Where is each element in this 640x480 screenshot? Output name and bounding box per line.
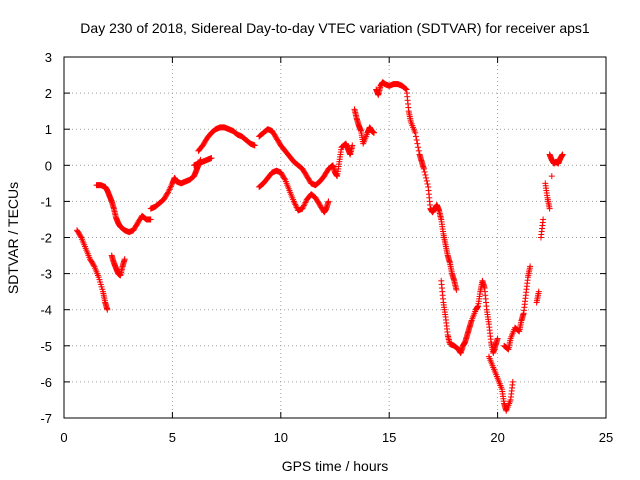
- x-tick-label: 20: [490, 430, 504, 445]
- x-tick-label: 10: [274, 430, 288, 445]
- y-tick-label: -7: [40, 411, 52, 426]
- y-tick-label: 1: [45, 122, 52, 137]
- y-tick-label: -4: [40, 303, 52, 318]
- data-point: [546, 205, 553, 212]
- y-tick-label: 2: [45, 86, 52, 101]
- data-point: [420, 165, 427, 172]
- data-point: [414, 140, 421, 147]
- data-point: [77, 233, 84, 240]
- data-point: [415, 147, 422, 154]
- y-tick-label: 3: [45, 50, 52, 65]
- plot-frame: [63, 56, 607, 419]
- data-point: [515, 327, 522, 334]
- data-point: [412, 133, 419, 140]
- y-tick-label: -3: [40, 267, 52, 282]
- data-point: [548, 173, 555, 180]
- data-point: [494, 335, 501, 342]
- data-point: [423, 177, 430, 184]
- data-point: [504, 345, 511, 352]
- data-point: [90, 262, 97, 269]
- data-point: [251, 142, 258, 149]
- y-tick-label: -5: [40, 339, 52, 354]
- data-point: [540, 216, 547, 223]
- data-point: [402, 85, 409, 92]
- data-point: [422, 171, 429, 178]
- data-point: [423, 174, 430, 181]
- data-point: [527, 263, 534, 270]
- y-tick-label: 0: [45, 158, 52, 173]
- x-tick-label: 0: [60, 430, 67, 445]
- y-tick-label: -6: [40, 375, 52, 390]
- data-point: [147, 216, 154, 223]
- chart-title: Day 230 of 2018, Sidereal Day-to-day VTE…: [80, 20, 590, 36]
- x-tick-label: 15: [382, 430, 396, 445]
- data-point: [164, 190, 171, 197]
- grid: [64, 57, 606, 418]
- data-point: [535, 288, 542, 295]
- y-axis-label: SDTVAR / TECUs: [5, 182, 21, 294]
- data-point: [121, 256, 128, 263]
- data-point: [415, 144, 422, 151]
- y-tick-label: -2: [40, 231, 52, 246]
- data-point: [371, 129, 378, 136]
- data-point: [509, 378, 516, 385]
- x-axis-label: GPS time / hours: [282, 458, 389, 474]
- data-point: [208, 155, 215, 162]
- data-point: [412, 129, 419, 136]
- data-point: [325, 198, 332, 205]
- x-tick-label: 25: [599, 430, 613, 445]
- data-points: [74, 79, 566, 414]
- x-tick-label: 5: [169, 430, 176, 445]
- data-point: [559, 151, 566, 158]
- data-point: [104, 306, 111, 313]
- data-point: [453, 286, 460, 293]
- y-tick-label: -1: [40, 194, 52, 209]
- data-point: [281, 175, 288, 182]
- data-point: [421, 168, 428, 175]
- data-point: [402, 85, 409, 92]
- data-point: [413, 137, 420, 144]
- data-point: [349, 142, 356, 149]
- data-point: [424, 180, 431, 187]
